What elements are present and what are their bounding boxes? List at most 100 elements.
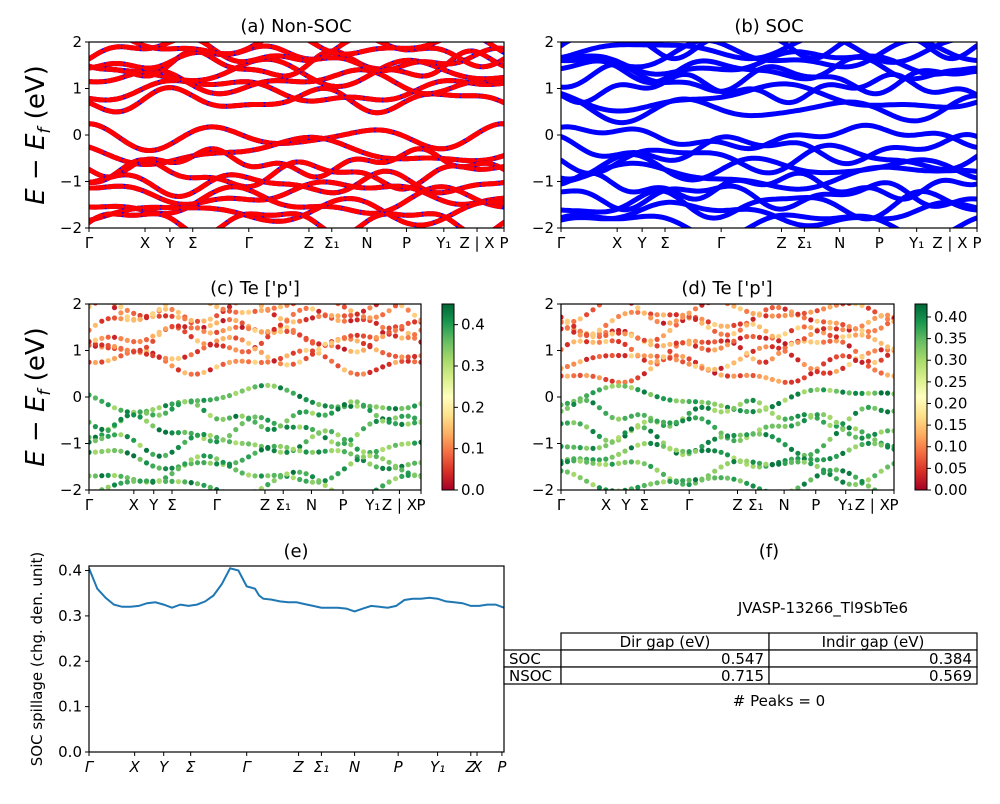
gD-point bbox=[603, 338, 609, 345]
gB-xtick-label: Z bbox=[776, 234, 786, 252]
gD-point bbox=[622, 415, 628, 421]
gC-point bbox=[207, 322, 213, 329]
gC-point bbox=[258, 307, 264, 314]
gD-point bbox=[744, 322, 750, 328]
gD-point bbox=[667, 397, 673, 403]
gD-point bbox=[699, 304, 705, 308]
gD-point bbox=[596, 445, 603, 451]
gC-point bbox=[399, 354, 405, 360]
gD-point bbox=[654, 418, 660, 424]
gA-xtick-label: P bbox=[499, 234, 508, 252]
gC-point bbox=[143, 315, 150, 321]
gD-point bbox=[737, 373, 743, 379]
gC-point bbox=[277, 355, 284, 362]
gC-point bbox=[214, 416, 220, 422]
gD-point bbox=[584, 445, 590, 451]
gC-point bbox=[201, 397, 207, 403]
gC-point bbox=[277, 329, 284, 335]
gC-point bbox=[194, 454, 201, 460]
gC-point bbox=[226, 433, 233, 439]
gC-point bbox=[265, 359, 271, 365]
gD-point bbox=[571, 323, 577, 329]
gC-point bbox=[412, 460, 418, 466]
gC-point bbox=[194, 338, 201, 344]
gC-point bbox=[111, 405, 118, 411]
gD-point bbox=[648, 463, 654, 469]
gC-point bbox=[297, 409, 303, 415]
gC-point bbox=[220, 416, 226, 422]
gE-xtick-label: X bbox=[471, 758, 483, 776]
gC-point bbox=[201, 453, 207, 459]
gC-point bbox=[290, 469, 296, 475]
gD-point bbox=[628, 353, 635, 359]
gC-point bbox=[111, 447, 118, 454]
gC-point bbox=[143, 460, 150, 466]
gC-point bbox=[386, 308, 392, 314]
gD-point bbox=[827, 332, 833, 338]
gD-point bbox=[853, 357, 859, 363]
gD-point bbox=[609, 378, 615, 384]
gD-point bbox=[692, 316, 699, 322]
gC-point bbox=[150, 478, 156, 484]
gD-point bbox=[692, 338, 699, 344]
jid-label: JVASP-13266_Tl9SbTe6 bbox=[737, 599, 908, 618]
gD-point bbox=[756, 400, 763, 406]
gC-point bbox=[277, 316, 284, 322]
gC-xtick-label: Z | X bbox=[382, 496, 417, 514]
gA-xtick-label: Y₁ bbox=[435, 234, 451, 252]
gC-point bbox=[124, 307, 130, 313]
gC-point bbox=[163, 475, 169, 481]
gC-point bbox=[341, 346, 347, 352]
gD-point bbox=[724, 323, 731, 329]
gC-point bbox=[329, 340, 335, 346]
gD-point bbox=[865, 319, 872, 325]
gD-point bbox=[718, 430, 724, 436]
cbD-tick-label: 0.40 bbox=[934, 308, 967, 326]
gC-point bbox=[246, 441, 252, 447]
gD-point bbox=[561, 468, 564, 474]
gC-point bbox=[118, 316, 124, 322]
gD-point bbox=[853, 481, 859, 488]
gD-point bbox=[744, 308, 750, 314]
gA-band-line-spin-down bbox=[89, 157, 504, 192]
gC-point bbox=[392, 415, 399, 421]
gD-point bbox=[724, 433, 731, 439]
gD-point bbox=[571, 444, 577, 450]
gD-point bbox=[756, 312, 763, 318]
gC-point bbox=[105, 316, 111, 322]
gD-point bbox=[859, 435, 865, 441]
gC-point bbox=[163, 313, 169, 319]
gD-point bbox=[891, 446, 894, 452]
gB-xtick-label: P bbox=[972, 234, 981, 252]
gC-point bbox=[399, 463, 405, 469]
gD-clip bbox=[561, 304, 894, 490]
gC-point bbox=[239, 388, 245, 394]
gC-point bbox=[373, 487, 379, 490]
gD-ytick-label: 0 bbox=[544, 388, 554, 406]
gD-point bbox=[712, 468, 718, 474]
gD-point bbox=[737, 356, 743, 362]
gC-point bbox=[182, 324, 188, 330]
gD-point bbox=[846, 353, 852, 360]
gD-point bbox=[673, 322, 679, 328]
panel-e-title: (e) bbox=[283, 541, 308, 562]
gC-point bbox=[131, 453, 137, 459]
gA-band-line-spin-down bbox=[89, 211, 504, 228]
gC-point bbox=[118, 304, 124, 310]
gD-point bbox=[673, 340, 679, 346]
gD-point bbox=[814, 318, 820, 324]
gD-point bbox=[859, 406, 865, 412]
gD-point bbox=[673, 353, 679, 359]
gC-point bbox=[392, 353, 399, 359]
gA-ytick-label: 2 bbox=[72, 33, 82, 51]
gD-point bbox=[801, 361, 807, 368]
gD-point bbox=[571, 329, 577, 335]
gC-point bbox=[412, 403, 418, 409]
col-header-dir-gap: Dir gap (eV) bbox=[620, 633, 711, 651]
gC-point bbox=[227, 491, 232, 496]
gD-point bbox=[744, 372, 750, 378]
gC-ytick-label: −1 bbox=[60, 435, 82, 453]
gC-point bbox=[118, 336, 124, 342]
gD-point bbox=[692, 477, 699, 483]
gD-point bbox=[827, 467, 833, 474]
